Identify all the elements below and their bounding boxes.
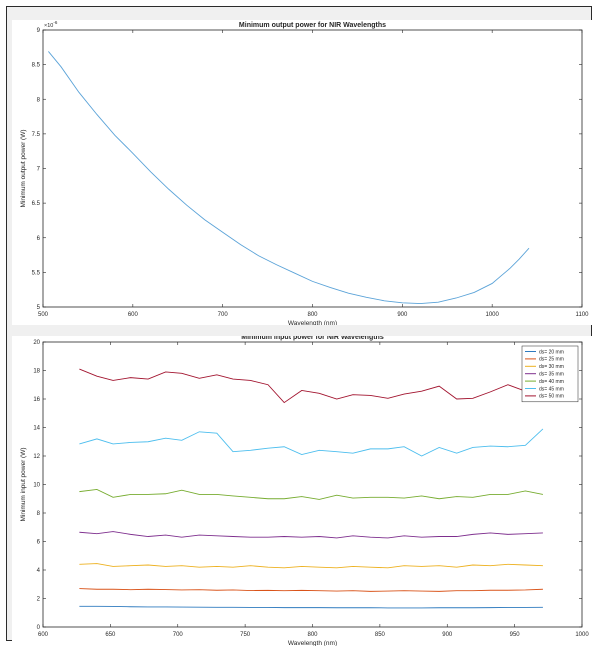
y-tick-label: 8.5	[32, 63, 41, 69]
y-exponent-base: ×10	[44, 23, 53, 29]
legend-entry: ds= 35 mm	[539, 372, 564, 378]
series-line-2	[79, 563, 543, 569]
y-axis-label: Minimum input power (W)	[20, 447, 27, 521]
series-line-4	[79, 489, 544, 500]
x-tick-label: 750	[240, 632, 251, 638]
y-exponent-power: -6	[53, 20, 57, 25]
output-power-chart: Minimum output power for NIR Wavelengths…	[20, 20, 590, 325]
x-tick-label: 700	[173, 632, 184, 638]
figure-window: Minimum output power for NIR Wavelengths…	[6, 6, 595, 646]
y-tick-label: 8	[37, 97, 41, 103]
legend-entry: ds= 45 mm	[539, 386, 564, 392]
x-tick-label: 1000	[485, 312, 499, 318]
x-tick-label: 850	[375, 632, 386, 638]
series-line-1	[79, 588, 543, 592]
y-tick-label: 0	[37, 625, 41, 631]
x-tick-label: 500	[38, 312, 49, 318]
legend-entry: ds= 50 mm	[539, 394, 564, 400]
output-power-panel: Minimum output power for NIR Wavelengths…	[12, 20, 595, 325]
y-tick-label: 6.5	[32, 201, 41, 207]
y-tick-label: 10	[33, 483, 40, 489]
y-axis-label: Minimum output power (W)	[20, 129, 27, 207]
series-line-0	[79, 605, 543, 609]
series-line-5	[79, 428, 544, 457]
y-tick-label: 6	[37, 540, 41, 546]
y-tick-label: 20	[33, 340, 40, 346]
input-power-chart: Minimum input power for NIR Wavelengths 6…	[20, 336, 589, 646]
chart-title: Minimum input power for NIR Wavelengths	[241, 336, 384, 341]
y-tick-label: 14	[33, 426, 40, 432]
y-tick-label: 18	[33, 369, 40, 375]
x-axis-label: Wavelength (nm)	[288, 320, 337, 325]
x-tick-label: 1100	[576, 312, 590, 318]
x-tick-label: 600	[128, 312, 139, 318]
y-tick-label: 7	[37, 167, 41, 173]
y-exponent: ×10-6	[44, 20, 58, 29]
x-tick-label: 650	[105, 632, 116, 638]
y-tick-label: 9	[37, 28, 41, 34]
y-tick-label: 4	[37, 568, 41, 574]
x-tick-label: 950	[510, 632, 521, 638]
y-tick-label: 16	[33, 397, 40, 403]
series-line-3	[79, 531, 543, 539]
y-tick-label: 7.5	[32, 132, 41, 138]
x-tick-label: 800	[307, 312, 318, 318]
chart-title: Minimum output power for NIR Wavelengths	[239, 22, 386, 29]
y-tick-label: 6	[37, 236, 41, 242]
y-tick-label: 5.5	[32, 270, 41, 276]
legend-entry: ds= 20 mm	[539, 349, 564, 355]
legend-entry: ds= 40 mm	[539, 379, 564, 385]
input-power-panel: Minimum input power for NIR Wavelengths 6…	[12, 336, 595, 646]
x-tick-label: 600	[38, 632, 49, 638]
x-tick-label: 700	[218, 312, 229, 318]
plot-area	[42, 341, 583, 628]
y-tick-label: 5	[37, 305, 41, 311]
plot-area	[42, 29, 583, 308]
series-line-0	[48, 51, 530, 304]
y-tick-label: 12	[33, 454, 40, 460]
x-axis-label: Wavelength (nm)	[288, 640, 337, 646]
x-tick-label: 900	[397, 312, 408, 318]
legend-entry: ds= 25 mm	[539, 357, 564, 363]
legend-entry: ds= 30 mm	[539, 364, 564, 370]
x-tick-label: 1000	[575, 632, 589, 638]
x-tick-label: 800	[307, 632, 318, 638]
x-tick-label: 900	[442, 632, 453, 638]
y-tick-label: 2	[37, 597, 41, 603]
y-tick-label: 8	[37, 511, 41, 517]
series-line-6	[79, 368, 543, 404]
